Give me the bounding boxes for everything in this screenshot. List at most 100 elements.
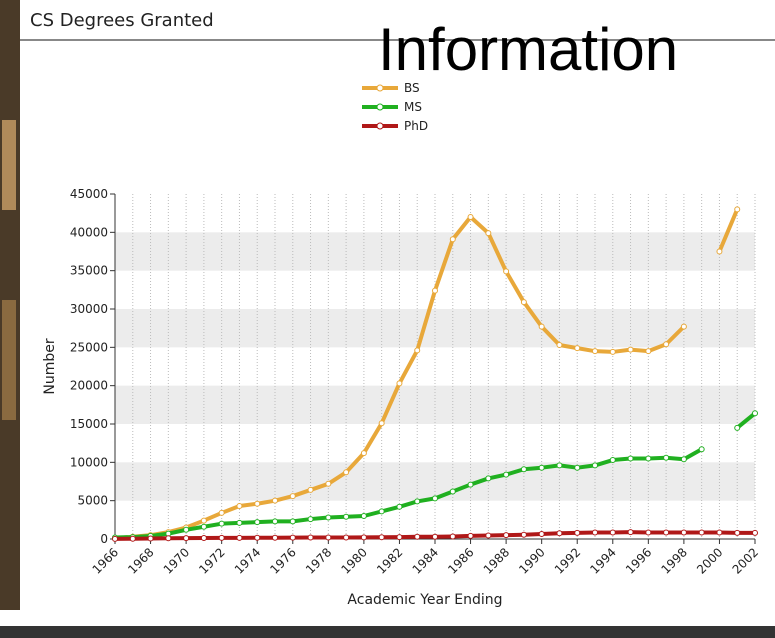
x-tick-label: 2000 — [694, 545, 725, 576]
data-point — [166, 536, 171, 541]
x-tick-label: 1986 — [445, 545, 476, 576]
x-tick-label: 1998 — [659, 545, 690, 576]
x-tick-label: 1988 — [481, 545, 512, 576]
data-point — [344, 514, 349, 519]
data-point — [308, 517, 313, 522]
data-point — [735, 530, 740, 535]
data-point — [379, 509, 384, 514]
data-point — [201, 524, 206, 529]
data-point — [201, 536, 206, 541]
data-point — [237, 520, 242, 525]
data-point — [255, 520, 260, 525]
data-point — [539, 532, 544, 537]
data-point — [753, 411, 758, 416]
data-point — [504, 533, 509, 538]
data-point — [255, 501, 260, 506]
x-tick-label: 1976 — [267, 545, 298, 576]
data-point — [557, 463, 562, 468]
data-point — [575, 465, 580, 470]
data-point — [664, 530, 669, 535]
legend-marker — [377, 123, 383, 129]
data-point — [450, 534, 455, 539]
data-point — [753, 530, 758, 535]
data-point — [433, 496, 438, 501]
data-point — [735, 425, 740, 430]
data-point — [415, 348, 420, 353]
x-tick-label: 1980 — [339, 545, 370, 576]
data-point — [273, 498, 278, 503]
data-point — [219, 521, 224, 526]
data-point — [468, 533, 473, 538]
data-point — [628, 347, 633, 352]
legend-marker — [377, 104, 383, 110]
data-point — [557, 343, 562, 348]
x-tick-label: 1978 — [303, 545, 334, 576]
data-point — [290, 535, 295, 540]
x-tick-label: 1992 — [552, 545, 583, 576]
data-point — [539, 465, 544, 470]
data-point — [433, 288, 438, 293]
chart: CS Degrees Granted Information 050001000… — [0, 0, 775, 638]
data-point — [575, 530, 580, 535]
data-point — [735, 207, 740, 212]
y-tick-label: 35000 — [70, 264, 108, 278]
x-tick-label: 1984 — [410, 545, 441, 576]
x-axis-label: Academic Year Ending — [347, 592, 502, 608]
data-point — [237, 535, 242, 540]
data-point — [699, 447, 704, 452]
data-point — [219, 510, 224, 515]
data-point — [486, 231, 491, 236]
data-point — [184, 536, 189, 541]
y-tick-label: 30000 — [70, 302, 108, 316]
data-point — [646, 456, 651, 461]
legend-label: MS — [404, 100, 422, 114]
data-point — [450, 489, 455, 494]
data-point — [326, 535, 331, 540]
y-tick-label: 10000 — [70, 455, 108, 469]
data-point — [557, 531, 562, 536]
data-point — [344, 535, 349, 540]
data-point — [717, 249, 722, 254]
data-point — [184, 527, 189, 532]
data-point — [397, 504, 402, 509]
data-point — [610, 349, 615, 354]
data-point — [326, 515, 331, 520]
x-tick-label: 1982 — [374, 545, 405, 576]
data-point — [646, 349, 651, 354]
data-point — [361, 535, 366, 540]
data-point — [361, 514, 366, 519]
x-tick-label: 1972 — [196, 545, 227, 576]
data-point — [468, 482, 473, 487]
y-tick-label: 20000 — [70, 379, 108, 393]
photo-detail — [2, 300, 16, 420]
page: {"overlay_text": "Information", "chart_d… — [0, 0, 775, 638]
x-tick-label: 2002 — [730, 545, 761, 576]
data-point — [717, 530, 722, 535]
data-point — [628, 530, 633, 535]
overlay-heading: Information — [378, 16, 678, 83]
data-point — [397, 381, 402, 386]
data-point — [273, 519, 278, 524]
data-point — [450, 237, 455, 242]
y-tick-label: 40000 — [70, 225, 108, 239]
data-point — [681, 530, 686, 535]
data-point — [130, 536, 135, 541]
data-point — [379, 421, 384, 426]
data-point — [646, 530, 651, 535]
data-point — [415, 499, 420, 504]
data-point — [504, 269, 509, 274]
data-point — [610, 530, 615, 535]
data-point — [593, 530, 598, 535]
photo-detail — [2, 120, 16, 210]
data-point — [219, 535, 224, 540]
data-point — [504, 472, 509, 477]
data-point — [397, 535, 402, 540]
data-point — [361, 451, 366, 456]
data-point — [593, 349, 598, 354]
y-tick-label: 0 — [100, 532, 108, 546]
data-point — [148, 536, 153, 541]
x-tick-label: 1994 — [587, 545, 618, 576]
data-point — [681, 324, 686, 329]
x-tick-label: 1990 — [516, 545, 547, 576]
data-point — [308, 535, 313, 540]
